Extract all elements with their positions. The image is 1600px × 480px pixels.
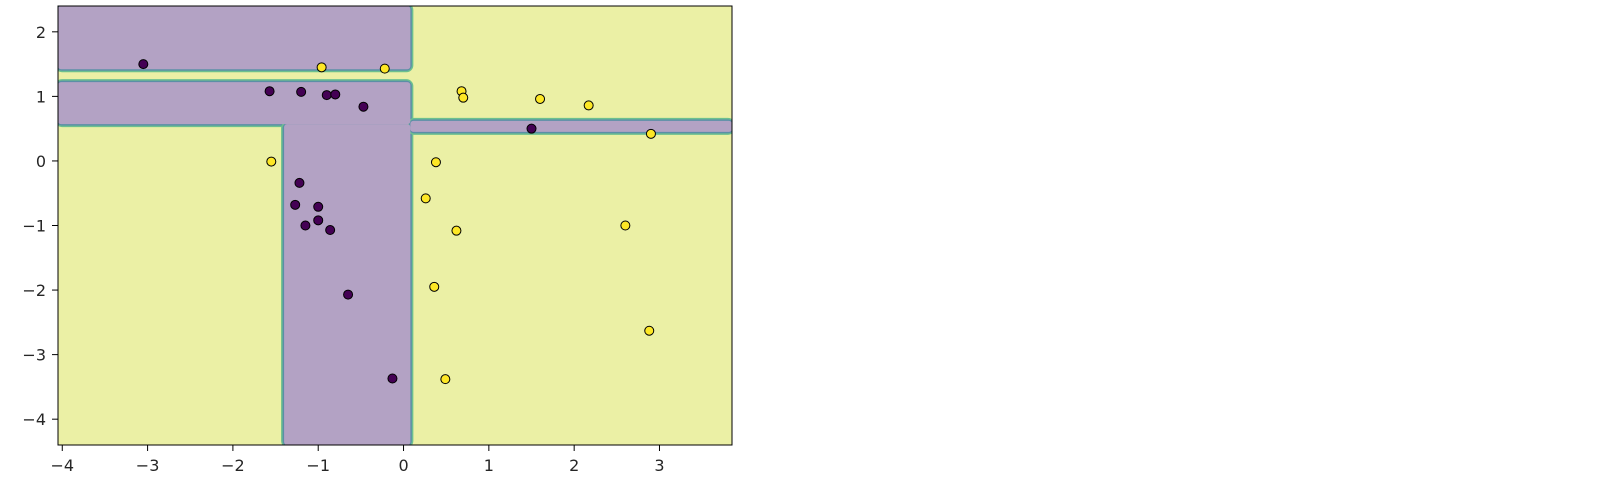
y-tick-label: 1 — [36, 87, 46, 106]
point-class-1 — [379, 63, 390, 74]
scatter-points — [138, 59, 656, 385]
y-tick-label: −3 — [22, 346, 46, 365]
point-class-0 — [330, 89, 341, 100]
point-class-1 — [420, 193, 431, 204]
point-class-1 — [620, 220, 631, 231]
x-tick-label: −1 — [306, 456, 330, 475]
point-class-0 — [138, 59, 149, 70]
point-class-1 — [316, 62, 327, 73]
point-class-0 — [264, 86, 275, 97]
y-tick-label: −4 — [22, 410, 46, 429]
point-class-0 — [313, 215, 324, 226]
y-tick-label: −2 — [22, 281, 46, 300]
point-class-1 — [644, 325, 655, 336]
point-class-1 — [430, 157, 441, 168]
region-class-0 — [284, 124, 411, 445]
point-class-0 — [290, 199, 301, 210]
point-class-1 — [429, 281, 440, 292]
y-tick-label: 0 — [36, 152, 46, 171]
x-tick-label: −2 — [221, 456, 245, 475]
x-tick-label: 0 — [398, 456, 408, 475]
decision-regions — [58, 6, 732, 445]
point-class-1 — [583, 100, 594, 111]
point-class-1 — [645, 128, 656, 139]
point-class-0 — [526, 123, 537, 134]
x-tick-label: 1 — [484, 456, 494, 475]
point-class-0 — [296, 86, 307, 97]
y-tick-label: −1 — [22, 217, 46, 236]
point-class-1 — [458, 92, 469, 103]
point-class-0 — [313, 201, 324, 212]
y-tick-label: 2 — [36, 23, 46, 42]
point-class-0 — [321, 90, 332, 101]
point-class-0 — [294, 177, 305, 188]
region-class-0 — [58, 6, 411, 70]
point-class-1 — [535, 93, 546, 104]
point-class-0 — [358, 101, 369, 112]
point-class-1 — [440, 374, 451, 385]
x-axis: −4 −3 −2 −1 0 1 2 3 — [50, 445, 665, 475]
x-tick-label: −3 — [136, 456, 160, 475]
y-axis: −4 −3 −2 −1 0 1 2 — [22, 23, 58, 429]
x-tick-label: 2 — [569, 456, 579, 475]
region-class-0 — [58, 82, 411, 125]
point-class-1 — [451, 225, 462, 236]
point-class-0 — [343, 289, 354, 300]
point-class-0 — [387, 373, 398, 384]
point-class-0 — [325, 225, 336, 236]
point-class-0 — [300, 220, 311, 231]
region-class-0 — [410, 120, 732, 132]
x-tick-label: −4 — [50, 456, 74, 475]
x-tick-label: 3 — [654, 456, 664, 475]
point-class-1 — [266, 156, 277, 167]
